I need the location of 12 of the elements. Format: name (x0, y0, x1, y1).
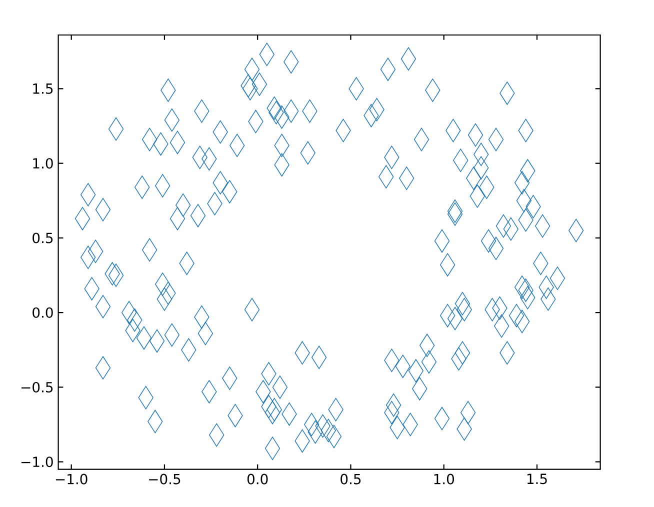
y-tick-label: 1.0 (33, 158, 53, 169)
x-tick-label: 1.0 (434, 474, 454, 484)
x-tick-label: 1.5 (527, 474, 547, 484)
x-tick-label: −1.0 (56, 474, 88, 484)
y-tick-label: 0.5 (32, 232, 53, 244)
x-tick-label: 0.5 (340, 474, 361, 484)
x-tick-label: 0.0 (247, 474, 268, 484)
y-tick-label: −1.0 (21, 456, 53, 468)
x-tick-label: −0.5 (149, 474, 180, 484)
y-tick-label: −0.5 (21, 382, 53, 392)
y-tick-label: 1.5 (33, 84, 53, 94)
y-tick-label: 0.0 (32, 307, 53, 318)
